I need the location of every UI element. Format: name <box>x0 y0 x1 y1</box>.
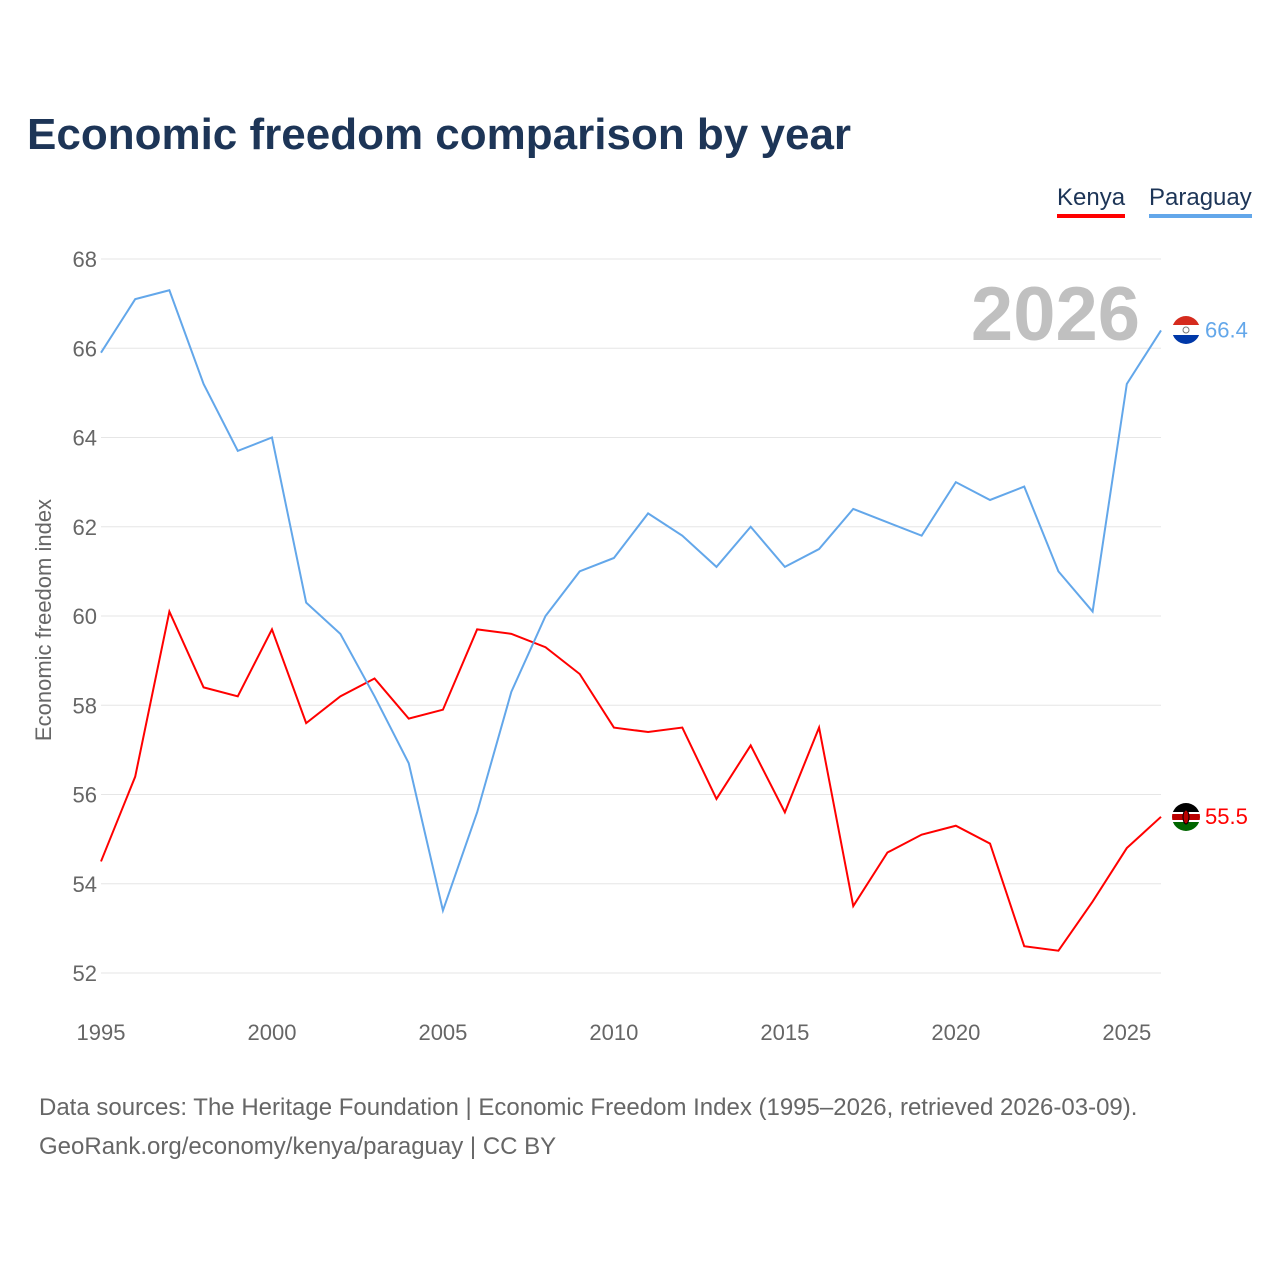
data-point-kenya[interactable] <box>1055 948 1061 954</box>
data-point-paraguay[interactable] <box>782 564 788 570</box>
data-point-kenya[interactable] <box>884 850 890 856</box>
y-tick-label: 52 <box>73 961 97 986</box>
y-tick-label: 62 <box>73 515 97 540</box>
x-tick-label: 1995 <box>77 1020 126 1045</box>
source-note: Data sources: The Heritage Foundation | … <box>39 1088 1137 1166</box>
data-point-paraguay[interactable] <box>645 510 651 516</box>
data-point-kenya[interactable] <box>1124 845 1130 851</box>
data-point-paraguay[interactable] <box>1124 381 1130 387</box>
y-tick-label: 54 <box>73 872 97 897</box>
data-point-kenya[interactable] <box>269 626 275 632</box>
data-point-kenya[interactable] <box>508 631 514 637</box>
data-point-kenya[interactable] <box>543 644 549 650</box>
data-point-kenya[interactable] <box>611 725 617 731</box>
data-point-paraguay[interactable] <box>372 693 378 699</box>
data-point-paraguay[interactable] <box>269 435 275 441</box>
y-tick-label: 68 <box>73 247 97 272</box>
data-point-kenya[interactable] <box>782 809 788 815</box>
data-point-paraguay[interactable] <box>1158 327 1164 333</box>
data-point-paraguay[interactable] <box>679 533 685 539</box>
x-tick-label: 2000 <box>247 1020 296 1045</box>
end-label-paraguay: 66.4 <box>1205 317 1248 342</box>
x-tick-label: 2025 <box>1102 1020 1151 1045</box>
data-point-paraguay[interactable] <box>1055 568 1061 574</box>
data-point-paraguay[interactable] <box>303 600 309 606</box>
year-watermark: 2026 <box>971 272 1140 357</box>
data-point-paraguay[interactable] <box>611 555 617 561</box>
legend-kenya[interactable]: Kenya <box>1057 184 1126 218</box>
kenya-flag-icon <box>1172 803 1200 831</box>
data-point-kenya[interactable] <box>919 832 925 838</box>
data-point-paraguay[interactable] <box>98 350 104 356</box>
data-point-kenya[interactable] <box>953 823 959 829</box>
data-point-kenya[interactable] <box>816 725 822 731</box>
paraguay-flag-icon <box>1172 316 1200 344</box>
data-point-paraguay[interactable] <box>474 809 480 815</box>
data-point-kenya[interactable] <box>1158 814 1164 820</box>
data-point-kenya[interactable] <box>850 903 856 909</box>
series-line-kenya <box>100 608 1162 952</box>
data-point-paraguay[interactable] <box>987 497 993 503</box>
y-axis-label: Economic freedom index <box>31 499 56 741</box>
data-point-paraguay[interactable] <box>577 568 583 574</box>
x-tick-label: 2020 <box>931 1020 980 1045</box>
y-tick-label: 60 <box>73 604 97 629</box>
y-tick-label: 64 <box>73 426 97 451</box>
chart-title: Economic freedom comparison by year <box>27 110 852 159</box>
data-point-paraguay[interactable] <box>440 908 446 914</box>
y-tick-label: 66 <box>73 336 97 361</box>
data-point-kenya[interactable] <box>679 725 685 731</box>
data-point-kenya[interactable] <box>474 626 480 632</box>
data-point-paraguay[interactable] <box>1090 609 1096 615</box>
data-point-paraguay[interactable] <box>850 506 856 512</box>
data-point-kenya[interactable] <box>303 720 309 726</box>
x-tick-label: 2015 <box>760 1020 809 1045</box>
data-point-kenya[interactable] <box>577 671 583 677</box>
data-point-paraguay[interactable] <box>406 760 412 766</box>
x-tick-label: 2005 <box>418 1020 467 1045</box>
data-point-kenya[interactable] <box>406 716 412 722</box>
data-point-kenya[interactable] <box>166 609 172 615</box>
data-point-kenya[interactable] <box>645 729 651 735</box>
data-point-kenya[interactable] <box>440 707 446 713</box>
source-line-2[interactable]: GeoRank.org/economy/kenya/paraguay | CC … <box>39 1133 557 1160</box>
data-point-paraguay[interactable] <box>748 524 754 530</box>
data-point-kenya[interactable] <box>1090 899 1096 905</box>
data-point-paraguay[interactable] <box>166 287 172 293</box>
data-point-paraguay[interactable] <box>816 546 822 552</box>
data-point-paraguay[interactable] <box>543 613 549 619</box>
data-point-paraguay[interactable] <box>884 519 890 525</box>
line-chart: 52 54 56 58 60 62 64 66 68 1995 2000 2005 2010 2015 2… <box>31 247 1248 1045</box>
data-point-kenya[interactable] <box>1021 943 1027 949</box>
y-tick-label: 58 <box>73 693 97 718</box>
data-point-kenya[interactable] <box>987 841 993 847</box>
legend-paraguay[interactable]: Paraguay <box>1149 184 1252 218</box>
data-point-paraguay[interactable] <box>132 296 138 302</box>
data-point-paraguay[interactable] <box>1021 484 1027 490</box>
data-point-kenya[interactable] <box>98 858 104 864</box>
data-point-paraguay[interactable] <box>919 533 925 539</box>
data-point-kenya[interactable] <box>132 774 138 780</box>
data-point-paraguay[interactable] <box>337 631 343 637</box>
data-point-paraguay[interactable] <box>713 564 719 570</box>
y-tick-label: 56 <box>73 783 97 808</box>
data-point-kenya[interactable] <box>337 693 343 699</box>
source-line-1: Data sources: The Heritage Foundation | … <box>39 1094 1138 1121</box>
data-point-paraguay[interactable] <box>508 689 514 695</box>
end-label-kenya: 55.5 <box>1205 804 1248 829</box>
data-point-kenya[interactable] <box>748 742 754 748</box>
data-point-paraguay[interactable] <box>235 448 241 454</box>
data-point-kenya[interactable] <box>201 684 207 690</box>
series-line-paraguay <box>100 289 1162 915</box>
data-point-kenya[interactable] <box>713 796 719 802</box>
data-point-paraguay[interactable] <box>201 381 207 387</box>
data-point-paraguay[interactable] <box>953 479 959 485</box>
data-point-kenya[interactable] <box>372 675 378 681</box>
x-tick-label: 2010 <box>589 1020 638 1045</box>
data-point-kenya[interactable] <box>235 693 241 699</box>
